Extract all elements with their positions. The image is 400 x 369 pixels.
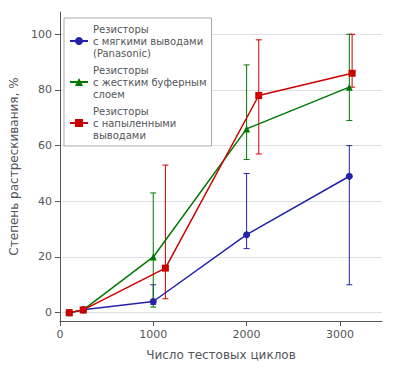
svg-text:Резисторы: Резисторы bbox=[93, 106, 149, 117]
svg-text:(Panasonic): (Panasonic) bbox=[93, 48, 151, 59]
svg-text:Резисторы: Резисторы bbox=[93, 24, 149, 35]
svg-text:Резисторы: Резисторы bbox=[93, 65, 149, 76]
svg-text:с напыленными: с напыленными bbox=[93, 118, 176, 129]
svg-text:Степень растрескивания, %: Степень растрескивания, % bbox=[7, 77, 21, 255]
svg-text:с жестким буферным: с жестким буферным bbox=[93, 77, 207, 88]
svg-text:Число тестовых циклов: Число тестовых циклов bbox=[146, 348, 296, 362]
svg-text:2000: 2000 bbox=[233, 328, 261, 341]
svg-text:60: 60 bbox=[38, 139, 52, 152]
svg-text:3000: 3000 bbox=[326, 328, 354, 341]
svg-text:80: 80 bbox=[38, 83, 52, 96]
svg-text:20: 20 bbox=[38, 250, 52, 263]
svg-text:выводами: выводами bbox=[93, 130, 146, 141]
svg-text:1000: 1000 bbox=[139, 328, 167, 341]
svg-text:100: 100 bbox=[31, 28, 52, 41]
svg-text:0: 0 bbox=[45, 306, 52, 319]
svg-text:слоем: слоем bbox=[93, 89, 125, 100]
svg-text:40: 40 bbox=[38, 195, 52, 208]
svg-text:0: 0 bbox=[56, 328, 63, 341]
svg-text:с мягкими выводами: с мягкими выводами bbox=[93, 36, 203, 47]
